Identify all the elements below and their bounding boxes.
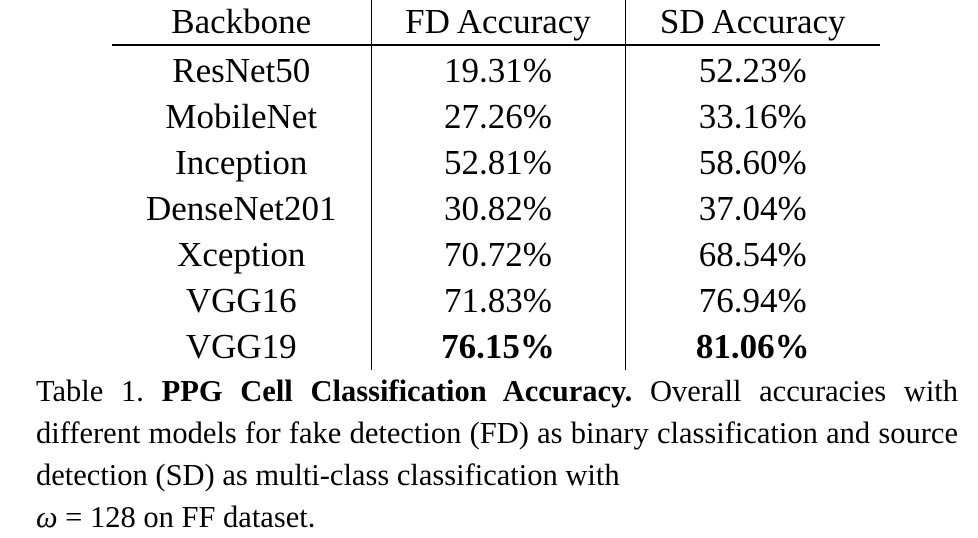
cell-sd-accuracy: 52.23%: [624, 45, 880, 94]
table-row: DenseNet201 30.82% 37.04%: [112, 186, 880, 232]
results-table: Backbone FD Accuracy SD Accuracy ResNet5…: [112, 0, 880, 370]
table-row-best: VGG19 76.15% 81.06%: [112, 324, 880, 370]
cell-sd-accuracy: 33.16%: [624, 94, 880, 140]
cell-backbone: DenseNet201: [145, 189, 337, 228]
header-backbone: Backbone: [112, 0, 371, 46]
table-row: MobileNet 27.26% 33.16%: [112, 94, 880, 140]
table-row: Inception 52.81% 58.60%: [112, 140, 880, 186]
cell-fd-accuracy: 30.82%: [370, 186, 625, 232]
caption-math-symbol: ω: [36, 500, 58, 534]
table-header-row: Backbone FD Accuracy SD Accuracy: [112, 0, 880, 46]
cell-sd-accuracy: 76.94%: [624, 278, 880, 324]
cell-backbone: Inception: [175, 143, 308, 182]
cell-sd-accuracy: 68.54%: [624, 232, 880, 278]
cell-backbone: ResNet50: [172, 51, 311, 90]
table-caption: Table 1. PPG Cell Classification Accurac…: [36, 370, 958, 538]
cell-sd-accuracy: 58.60%: [624, 140, 880, 186]
table-row: ResNet50 19.31% 52.23%: [112, 45, 880, 94]
cell-fd-accuracy: 71.83%: [370, 278, 625, 324]
caption-math-rest: = 128 on FF dataset.: [57, 500, 316, 534]
header-fd-accuracy: FD Accuracy: [370, 0, 625, 46]
caption-body: Overall accuracies with different models…: [36, 374, 959, 492]
cell-backbone: MobileNet: [165, 97, 318, 136]
cell-backbone: Xception: [177, 235, 306, 274]
results-table-container: Backbone FD Accuracy SD Accuracy ResNet5…: [112, 0, 880, 370]
table-row: Xception 70.72% 68.54%: [112, 232, 880, 278]
cell-fd-accuracy: 70.72%: [370, 232, 625, 278]
cell-fd-accuracy: 52.81%: [370, 140, 625, 186]
cell-fd-accuracy: 27.26%: [370, 94, 625, 140]
cell-backbone: VGG16: [185, 281, 297, 320]
cell-fd-accuracy-best: 76.15%: [370, 324, 625, 370]
header-sd-accuracy: SD Accuracy: [624, 0, 880, 46]
cell-sd-accuracy-best: 81.06%: [624, 324, 880, 370]
cell-fd-accuracy: 19.31%: [370, 45, 625, 94]
caption-label: Table 1.: [36, 374, 144, 408]
table-row: VGG16 71.83% 76.94%: [112, 278, 880, 324]
cell-backbone: VGG19: [185, 327, 297, 366]
cell-sd-accuracy: 37.04%: [624, 186, 880, 232]
caption-title: PPG Cell Classification Accuracy.: [161, 374, 633, 408]
